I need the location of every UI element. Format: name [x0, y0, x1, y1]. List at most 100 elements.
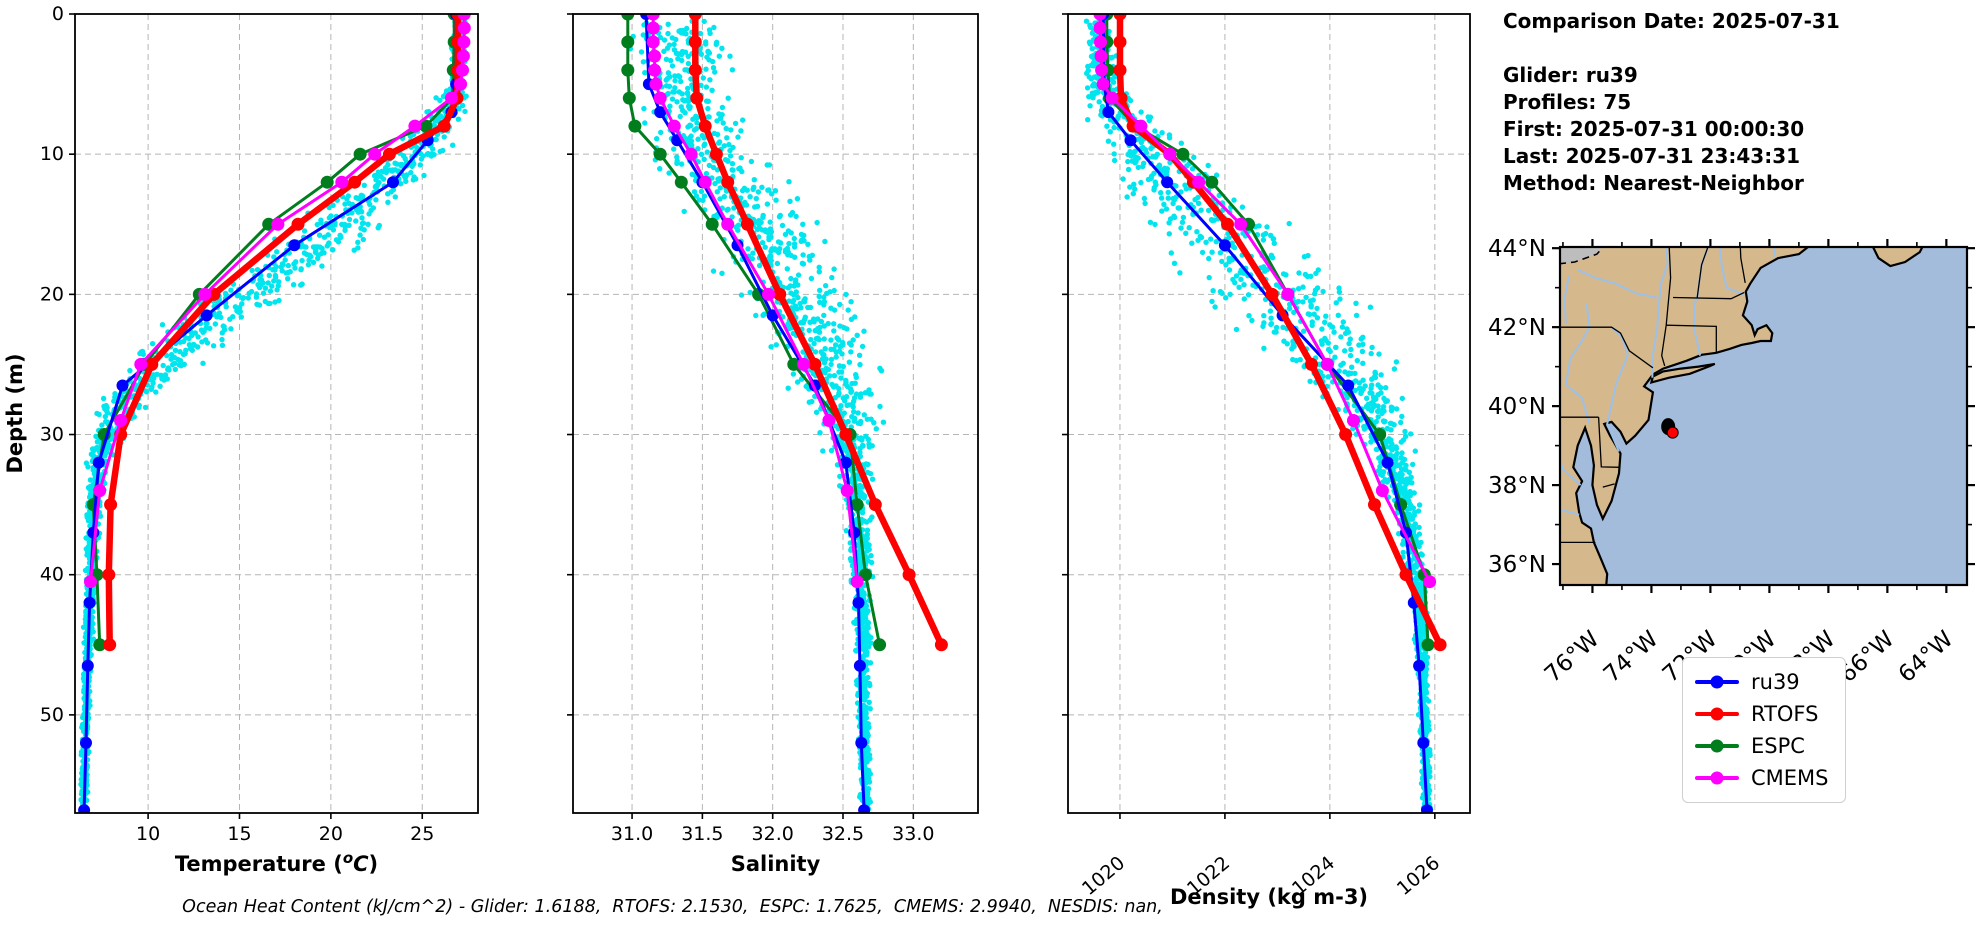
svg-text:1020: 1020 [1078, 852, 1129, 900]
salinity-x-axis: 31.0 31.5 32.0 32.5 33.0 [611, 813, 934, 845]
glider-raw-temperature-scatter [78, 18, 469, 813]
svg-text:74°W: 74°W [1599, 626, 1664, 688]
glider-name-text: Glider: ru39 [1503, 63, 1638, 87]
series-cmems-density [1093, 14, 1437, 589]
glider-raw-density-scatter [1083, 18, 1434, 813]
legend-item-cmems: CMEMS [1695, 762, 1835, 794]
map-graticule-ticks [1552, 239, 1975, 593]
svg-text:40°N: 40°N [1488, 394, 1546, 420]
map-river [1560, 457, 1582, 486]
comparison-date-text: Comparison Date: 2025-07-31 [1503, 9, 1840, 33]
svg-text:20: 20 [319, 823, 343, 845]
svg-text:38°N: 38°N [1488, 473, 1546, 499]
temperature-axis-label: Temperature (oC) [175, 849, 378, 876]
svg-text:31.0: 31.0 [611, 823, 653, 845]
series-cmems-salinity [646, 14, 864, 589]
series-ru39-temperature [78, 14, 463, 813]
svg-text:0: 0 [52, 3, 64, 25]
svg-text:10: 10 [136, 823, 160, 845]
legend-label-ru39: ru39 [1751, 670, 1800, 694]
salinity-plot: 31.0 31.5 32.0 32.5 33.0 Salinity [567, 13, 979, 876]
legend-item-ru39: ru39 [1695, 666, 1835, 698]
ocean-heat-content-caption: Ocean Heat Content (kJ/cm^2) - Glider: 1… [182, 897, 1163, 917]
legend-item-rtofs: RTOFS [1695, 698, 1835, 730]
map-state-border [1597, 417, 1621, 468]
svg-text:31.5: 31.5 [681, 823, 723, 845]
first-profile-time-text: First: 2025-07-31 00:00:30 [1503, 117, 1805, 141]
map-international-border [1560, 247, 1605, 265]
legend-label-espc: ESPC [1751, 734, 1805, 758]
map-canada-region [1560, 247, 1603, 264]
density-y-axis [1062, 13, 1068, 716]
svg-text:64°W: 64°W [1894, 626, 1959, 688]
rtofs-line-marker-swatch [1695, 712, 1739, 716]
method-text: Method: Nearest-Neighbor [1503, 171, 1804, 195]
map-state-border [1560, 326, 1654, 369]
ru39-line-marker-swatch [1695, 680, 1739, 684]
legend-label-cmems: CMEMS [1751, 766, 1829, 790]
temperature-axes-frame [74, 13, 479, 814]
svg-text:32.0: 32.0 [752, 823, 794, 845]
series-rtofs-temperature [102, 14, 465, 652]
svg-text:40: 40 [40, 564, 64, 586]
salinity-axes-frame [572, 13, 979, 814]
map-river [1606, 326, 1629, 452]
last-profile-time-text: Last: 2025-07-31 23:43:31 [1503, 144, 1801, 168]
series-espc-density [1100, 14, 1435, 652]
series-cmems-temperature [84, 14, 471, 589]
map-mainland-coast [1560, 247, 1810, 585]
svg-text:10: 10 [40, 143, 64, 165]
svg-text:15: 15 [227, 823, 251, 845]
salinity-plot-area [621, 14, 948, 813]
temperature-y-axis: 0 10 20 30 40 50 [40, 3, 75, 726]
cmems-line-marker-swatch [1695, 776, 1739, 780]
glider-raw-salinity-scatter [627, 18, 887, 813]
depth-axis-label: Depth (m) [3, 353, 27, 473]
series-rtofs-density [1113, 14, 1447, 652]
svg-text:32.5: 32.5 [822, 823, 864, 845]
salinity-axis-label: Salinity [731, 852, 821, 876]
map-state-border [1672, 291, 1745, 300]
map-state-border [1739, 247, 1746, 284]
svg-text:30: 30 [40, 424, 64, 446]
profiles-count-text: Profiles: 75 [1503, 90, 1632, 114]
map-frame [1558, 245, 1969, 587]
inset-map: 44°N42°N40°N38°N36°N76°W74°W72°W70°W68°W… [1488, 236, 1975, 688]
map-river [1651, 247, 1669, 378]
legend-label-rtofs: RTOFS [1751, 702, 1819, 726]
map-river [1773, 247, 1777, 258]
map-state-border [1666, 324, 1717, 353]
map-river [1718, 247, 1745, 296]
map-nova-scotia [1871, 247, 1924, 268]
salinity-gridlines [573, 14, 978, 813]
salinity-y-axis [567, 13, 573, 716]
map-state-border [1696, 247, 1709, 299]
svg-text:25: 25 [410, 823, 434, 845]
legend: ru39 RTOFS ESPC CMEMS [1682, 657, 1846, 803]
density-axis-label: Density (kg m-3) [1170, 885, 1368, 909]
svg-text:33.0: 33.0 [892, 823, 934, 845]
map-long-island [1649, 362, 1716, 384]
density-plot-area [1083, 14, 1447, 813]
map-river [1563, 275, 1570, 324]
legend-item-espc: ESPC [1695, 730, 1835, 762]
svg-text:1026: 1026 [1393, 852, 1444, 900]
map-river [1577, 268, 1658, 299]
series-espc-temperature [86, 14, 461, 652]
svg-text:76°W: 76°W [1540, 626, 1605, 688]
svg-text:50: 50 [40, 704, 64, 726]
density-axes-frame [1067, 13, 1471, 814]
svg-text:42°N: 42°N [1488, 315, 1546, 341]
svg-text:44°N: 44°N [1488, 236, 1546, 262]
series-rtofs-salinity [688, 14, 948, 652]
espc-line-marker-swatch [1695, 744, 1739, 748]
info-panel: Comparison Date: 2025-07-31 Glider: ru39… [1503, 8, 1840, 197]
svg-text:20: 20 [40, 283, 64, 305]
svg-text:36°N: 36°N [1488, 552, 1546, 578]
map-state-border [1602, 483, 1615, 488]
glider-location-dot [1666, 426, 1679, 439]
temperature-plot-area [78, 14, 471, 813]
